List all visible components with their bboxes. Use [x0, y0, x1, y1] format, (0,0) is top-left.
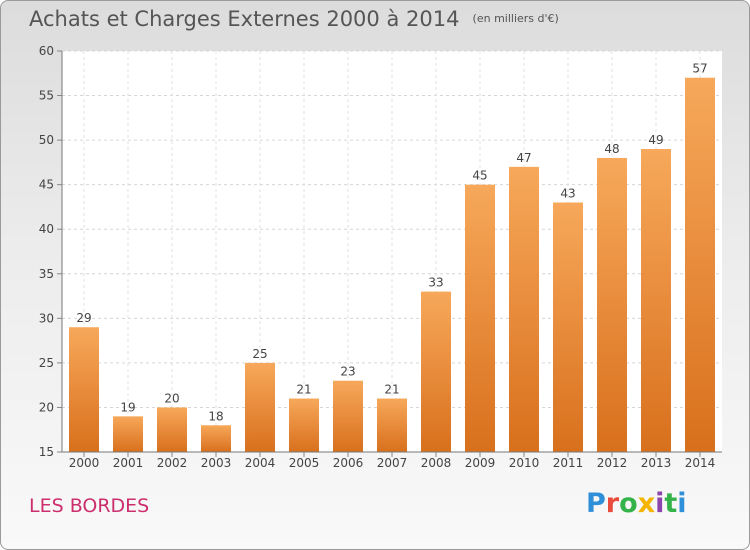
- x-tick-label: 2002: [157, 456, 188, 470]
- bar: [377, 398, 407, 452]
- data-label: 21: [384, 383, 399, 397]
- logo-letter: P: [586, 488, 606, 519]
- proxiti-logo: Proxiti: [586, 488, 687, 519]
- y-tick-label: 35: [39, 267, 54, 281]
- y-tick-label: 40: [39, 222, 54, 236]
- data-label: 33: [428, 276, 443, 290]
- y-tick-label: 15: [39, 445, 54, 459]
- data-label: 25: [252, 347, 267, 361]
- data-label: 43: [560, 186, 575, 200]
- x-tick-label: 2006: [333, 456, 364, 470]
- y-tick-label: 25: [39, 356, 54, 370]
- x-tick-label: 2007: [377, 456, 408, 470]
- data-label: 20: [164, 391, 179, 405]
- bar: [333, 380, 363, 452]
- logo-letter: x: [637, 488, 656, 519]
- x-tick-label: 2001: [113, 456, 144, 470]
- x-tick-label: 2011: [553, 456, 584, 470]
- data-label: 19: [120, 400, 135, 414]
- y-tick-label: 55: [39, 89, 54, 103]
- y-tick-label: 20: [39, 400, 54, 414]
- chart-title-block: Achats et Charges Externes 2000 à 2014 (…: [29, 7, 559, 31]
- bar: [157, 407, 187, 452]
- chart-subtitle: (en milliers d'€): [472, 12, 559, 25]
- bar: [641, 149, 671, 452]
- bar: [289, 398, 319, 452]
- bar-chart: 15 20 25 30 35 40 45 50 55 60 29 19 20 18 25 21 23 21 33 45…: [39, 44, 722, 470]
- data-label: 18: [208, 409, 223, 423]
- logo-letter: i: [655, 488, 665, 519]
- x-tick-label: 2000: [69, 456, 100, 470]
- data-label: 47: [516, 151, 531, 165]
- bar: [509, 166, 539, 452]
- x-tick-label: 2008: [421, 456, 452, 470]
- y-tick-label: 45: [39, 178, 54, 192]
- x-tick-label: 2004: [245, 456, 276, 470]
- bar: [685, 77, 715, 452]
- logo-letter: o: [619, 488, 638, 519]
- logo-letter: t: [664, 488, 678, 519]
- bar: [245, 362, 275, 452]
- bar: [113, 416, 143, 452]
- data-label: 57: [692, 62, 707, 76]
- data-label: 48: [604, 142, 619, 156]
- data-label: 21: [296, 383, 311, 397]
- place-name: LES BORDES: [29, 495, 150, 517]
- bar: [421, 291, 451, 452]
- data-label: 45: [472, 169, 487, 183]
- x-tick-label: 2014: [685, 456, 716, 470]
- y-tick-label: 50: [39, 133, 54, 147]
- y-tick-label: 30: [39, 311, 54, 325]
- bar: [201, 425, 231, 452]
- x-tick-label: 2013: [641, 456, 672, 470]
- bar: [465, 184, 495, 452]
- x-tick-label: 2005: [289, 456, 320, 470]
- chart-title: Achats et Charges Externes 2000 à 2014: [29, 7, 460, 31]
- x-tick-label: 2012: [597, 456, 628, 470]
- bar: [553, 202, 583, 452]
- x-tick-label: 2010: [509, 456, 540, 470]
- bar: [69, 327, 99, 452]
- data-label: 49: [648, 133, 663, 147]
- y-tick-label: 60: [39, 44, 54, 58]
- bar: [597, 157, 627, 452]
- x-tick-label: 2003: [201, 456, 232, 470]
- logo-letter: i: [677, 488, 687, 519]
- x-tick-label: 2009: [465, 456, 496, 470]
- data-label: 23: [340, 365, 355, 379]
- data-label: 29: [76, 311, 91, 325]
- logo-letter: r: [605, 488, 620, 519]
